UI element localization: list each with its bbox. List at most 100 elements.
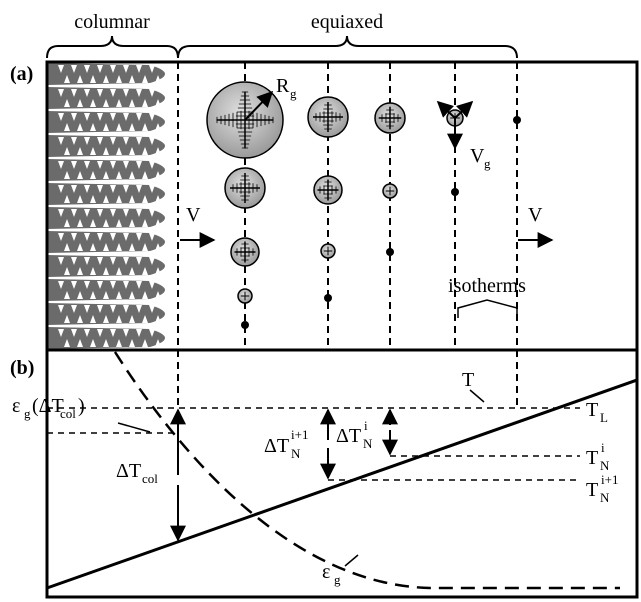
panel-frame [45, 348, 639, 599]
dendrite-arm [77, 171, 83, 179]
dendrite-tick [319, 108, 337, 126]
dendrite-arm [64, 171, 70, 179]
dendrite-arm [58, 281, 64, 289]
dendrite [47, 159, 165, 181]
dendrite-arm [116, 339, 122, 347]
dendrite-arm [77, 123, 83, 131]
pointer [117, 422, 151, 433]
dendrite-arm [97, 137, 103, 145]
label: N [363, 436, 373, 451]
dendrite-tick [315, 104, 341, 130]
brace [177, 35, 518, 59]
nucleus [241, 321, 249, 329]
dendrite-arm [110, 257, 116, 265]
dendrite-arm [90, 171, 96, 179]
dendrite-arm [64, 195, 70, 203]
dendrite-arm [90, 147, 96, 155]
dendrite [47, 135, 165, 157]
dendrite-arm [142, 267, 148, 275]
dendrite-arm [110, 161, 116, 169]
dendrite-tick [240, 247, 250, 257]
label: V [528, 204, 543, 226]
dendrite-arm [155, 339, 161, 347]
dendrite-arm [149, 161, 155, 169]
dendrite-arm [71, 329, 77, 337]
dendrite-arm [155, 195, 161, 203]
dendrite-arm [116, 267, 122, 275]
dendrite [47, 303, 165, 325]
dendrite-arm [84, 305, 90, 313]
dendrite-arm [64, 147, 70, 155]
dendrite-arm [129, 195, 135, 203]
dendrite-arm [64, 267, 70, 275]
dendrite-arm [71, 185, 77, 193]
dendrite-arm [149, 233, 155, 241]
dendrite-tick [235, 110, 255, 130]
dendrite-arm [97, 329, 103, 337]
dendrite-arm [123, 209, 129, 217]
dendrite-arm [58, 329, 64, 337]
dendrite-arm [84, 329, 90, 337]
panel-tag: (a) [10, 63, 33, 85]
dendrite-cross [234, 241, 256, 263]
fraction-curve [113, 351, 620, 590]
dendrite-arm [129, 147, 135, 155]
label: g [24, 406, 31, 421]
dendrite-cross [230, 173, 260, 203]
nucleus [324, 294, 332, 302]
dendrite-arm [110, 185, 116, 193]
dendrite-arm [149, 329, 155, 337]
dendrite-arm [116, 195, 122, 203]
dendrite-arm [149, 89, 155, 97]
dendrite-arm [77, 339, 83, 347]
dendrite-arm [142, 243, 148, 251]
dendrite-arm [123, 281, 129, 289]
dendrite-arm [149, 65, 155, 73]
dendrite-arm [77, 99, 83, 107]
dendrite-arm [71, 65, 77, 73]
dendrite-arm [142, 123, 148, 131]
dendrite-arm [90, 99, 96, 107]
dendrite-tick [236, 179, 254, 197]
dendrite-arm [64, 123, 70, 131]
temperature-line [46, 378, 638, 590]
dendrite-arm [90, 339, 96, 347]
dendrite-arm [136, 113, 142, 121]
label: columnar [74, 11, 150, 33]
label: ΔT [264, 435, 289, 457]
dendrite-arm [103, 291, 109, 299]
dendrite-arm [116, 123, 122, 131]
dendrite-arm [110, 305, 116, 313]
dendrite-arm [155, 123, 161, 131]
dendrite-arm [123, 65, 129, 73]
dendrite-cross [317, 179, 339, 201]
dendrite-arm [58, 161, 64, 169]
dendrite-arm [97, 281, 103, 289]
dendrite-arm [84, 161, 90, 169]
dendrite-arm [97, 185, 103, 193]
dendrite [47, 255, 165, 277]
dendrite-arm [90, 267, 96, 275]
dendrite-tick [322, 111, 334, 123]
dendrite-arm [84, 209, 90, 217]
label: N [600, 490, 610, 505]
label: ΔT [116, 460, 141, 482]
dendrite-arm [136, 329, 142, 337]
dendrite-arm [110, 209, 116, 217]
dendrite-tick [236, 243, 254, 261]
label: equiaxed [311, 11, 383, 33]
dendrite-arm [58, 185, 64, 193]
label: i+1 [291, 427, 308, 442]
dendrite-arm [110, 113, 116, 121]
dendrite [47, 279, 165, 301]
label: N [600, 458, 610, 473]
dendrite-arm [136, 257, 142, 265]
label: isotherms [448, 275, 526, 297]
dendrite-tick [228, 103, 262, 137]
dendrite-arm [77, 195, 83, 203]
dendrite-arm [77, 315, 83, 323]
dendrite-cross [240, 291, 250, 301]
dendrite-arm [77, 147, 83, 155]
dendrite-arm [64, 243, 70, 251]
